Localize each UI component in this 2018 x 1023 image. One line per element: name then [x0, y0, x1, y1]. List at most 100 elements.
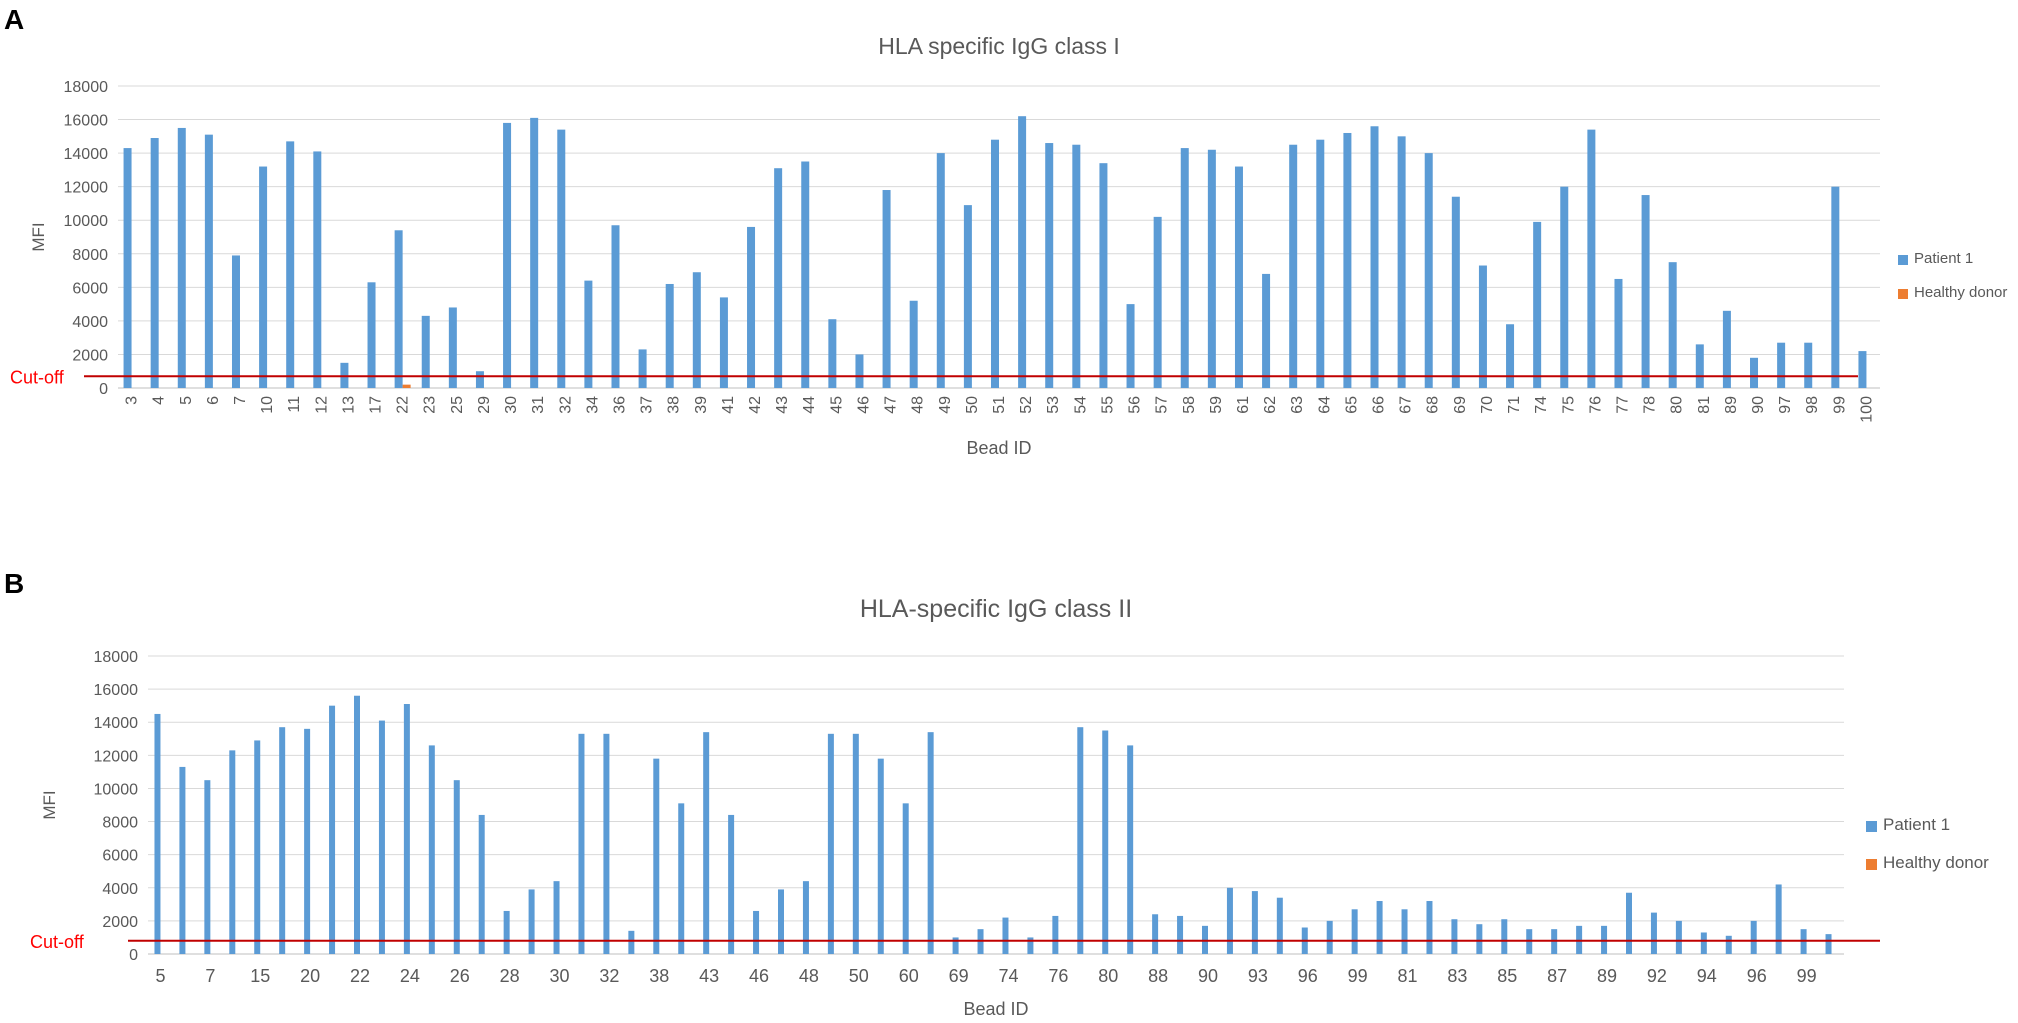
x-tick-label: 67 [1398, 396, 1415, 414]
x-tick-label: 62 [1262, 396, 1279, 414]
bar-patient-1 [1207, 149, 1216, 388]
x-tick-label: 24 [400, 966, 420, 986]
x-tick-label: 66 [1371, 396, 1388, 414]
x-tick-label: 37 [639, 396, 656, 414]
bar-patient-1 [279, 727, 286, 954]
x-tick-label: 81 [1696, 396, 1713, 414]
bar-patient-1 [603, 733, 610, 954]
x-tick-label: 94 [1697, 966, 1717, 986]
x-tick-label: 11 [286, 396, 303, 413]
y-axis-label: MFI [29, 222, 48, 251]
x-tick-label: 32 [599, 966, 619, 986]
y-tick-label: 10000 [94, 781, 139, 798]
x-tick-label: 6 [205, 396, 222, 405]
x-tick-label: 85 [1497, 966, 1517, 986]
y-tick-label: 2000 [102, 914, 138, 931]
bar-patient-1 [1626, 892, 1632, 954]
x-tick-label: 45 [828, 396, 845, 414]
bar-patient-1 [1725, 935, 1732, 954]
bar-patient-1 [678, 803, 685, 954]
legend-swatch [1898, 289, 1908, 299]
y-tick-label: 4000 [72, 314, 108, 331]
bar-patient-1 [1501, 919, 1508, 954]
x-tick-label: 61 [1235, 396, 1252, 414]
x-tick-label: 17 [368, 396, 385, 414]
bar-patient-1 [229, 750, 236, 954]
bar-patient-1 [1478, 265, 1487, 388]
x-tick-label: 63 [1289, 396, 1306, 414]
bar-patient-1 [991, 139, 999, 388]
bar-patient-1 [747, 226, 756, 388]
bar-patient-1 [1376, 901, 1383, 954]
bar-patient-1 [557, 129, 566, 388]
bar-patient-1 [1102, 730, 1109, 954]
bar-patient-1 [354, 695, 360, 954]
bar-patient-1 [179, 766, 186, 954]
bar-patient-1 [1424, 153, 1433, 388]
bar-patient-1 [1668, 262, 1677, 388]
bar-patient-1 [1052, 915, 1059, 954]
x-tick-label: 74 [1533, 396, 1550, 414]
x-tick-label: 53 [1045, 396, 1062, 414]
chart-b-svg: HLA-specific IgG class II 0 2000 4000 6000 80… [30, 595, 1989, 1019]
bar-patient-1 [528, 889, 535, 954]
chart-panel-a: A HLA specific IgG class I 0 2000 4000 6000 8… [0, 0, 2018, 490]
bar-patient-1 [1177, 915, 1184, 954]
panel-letter-a: A [4, 4, 25, 35]
bar-patient-1 [448, 307, 457, 388]
bar-patient-1 [909, 300, 918, 388]
bar-patient-1 [1343, 132, 1352, 388]
x-tick-label: 43 [774, 396, 791, 414]
x-tick-label: 77 [1614, 396, 1631, 414]
bar-patient-1 [578, 733, 585, 954]
bar-patient-1 [827, 733, 834, 954]
bar-patient-1 [1858, 351, 1867, 388]
bar-patient-1 [902, 803, 909, 954]
x-tick-label: 83 [1447, 966, 1467, 986]
x-tick-label: 29 [476, 396, 493, 414]
bar-patient-1 [503, 910, 510, 954]
bar-patient-1 [204, 134, 213, 388]
bar-patient-1 [475, 371, 484, 388]
bar-patient-1 [1045, 143, 1054, 388]
x-tick-label: 46 [855, 396, 872, 414]
x-tick-label: 68 [1425, 396, 1442, 414]
bar-patient-1 [1825, 934, 1832, 954]
bar-patient-1 [1641, 195, 1650, 388]
x-tick-label: 99 [1831, 396, 1848, 414]
x-tick-label: 26 [450, 966, 470, 986]
x-tick-label: 59 [1208, 396, 1225, 414]
bar-patient-1 [584, 280, 593, 388]
x-tick-label: 55 [1099, 396, 1116, 414]
x-tick-label: 76 [1587, 396, 1604, 414]
x-tick-label: 60 [899, 966, 919, 986]
y-tick-label: 6000 [102, 848, 138, 865]
x-tick-label: 4 [151, 396, 168, 405]
bar-patient-1 [1804, 342, 1813, 388]
x-axis-label: Bead ID [966, 438, 1031, 458]
bar-patient-1 [1316, 139, 1325, 388]
bar-patient-1 [753, 910, 760, 954]
bar-patient-1 [367, 282, 376, 388]
legend-swatch [1898, 255, 1908, 265]
x-tick-label: 25 [449, 396, 466, 414]
bar-patient-1 [1506, 324, 1515, 388]
bar-patient-1 [1126, 304, 1135, 388]
y-axis-label: MFI [40, 790, 59, 819]
x-tick-label: 38 [666, 396, 683, 414]
bar-patient-1 [1018, 116, 1027, 388]
y-tick-label: 6000 [72, 280, 108, 297]
bar-patient-1 [952, 937, 959, 954]
bar-patient-1 [254, 740, 261, 954]
legend-swatch [1866, 859, 1877, 870]
x-tick-label: 80 [1098, 966, 1118, 986]
bar-patient-1 [728, 814, 735, 954]
y-tick-label: 16000 [64, 113, 109, 130]
x-tick-label: 89 [1597, 966, 1617, 986]
bar-patient-1 [1262, 273, 1271, 388]
bar-patient-1 [1099, 163, 1108, 388]
y-tick-label: 16000 [94, 682, 139, 699]
x-tick-label: 42 [747, 396, 764, 414]
bar-patient-1 [877, 758, 884, 954]
x-tick-label: 31 [530, 396, 547, 414]
